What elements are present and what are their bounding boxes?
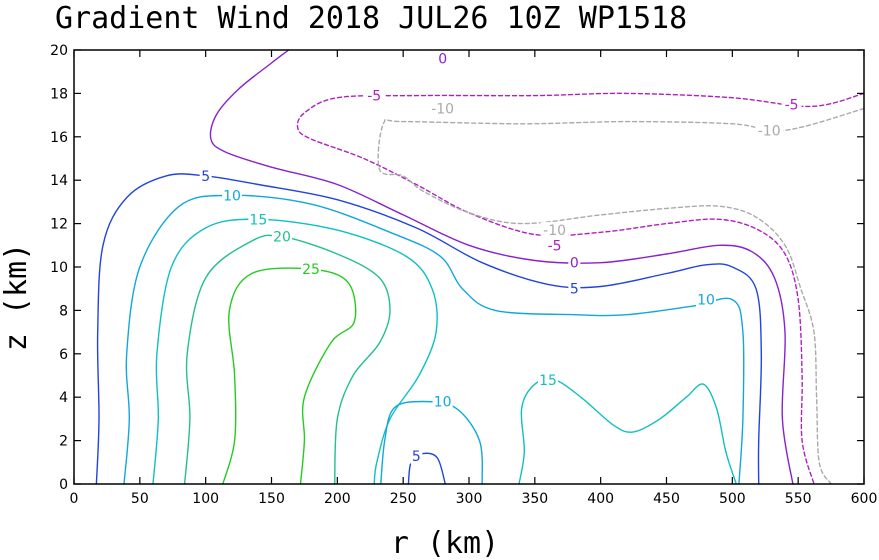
x-tick-label: 600 — [851, 491, 878, 507]
y-tick-label: 0 — [59, 477, 68, 493]
contour-line-25 — [222, 267, 357, 485]
y-tick-label: 10 — [50, 260, 68, 276]
x-axis-ticks: 0 50 100 150 200 250 300 350 400 450 500 550 600 — [70, 50, 878, 507]
y-tick-label: 12 — [50, 217, 68, 233]
contour-line-10 — [123, 194, 745, 485]
contour-line-15 — [152, 218, 438, 485]
contour-label-extra-2: -10 — [543, 223, 566, 239]
chart-title: Gradient Wind 2018 JUL26 10Z WP1518 — [55, 1, 687, 36]
y-tick-label: 14 — [50, 173, 68, 189]
x-tick-label: 200 — [324, 491, 351, 507]
contour-label-extra-3: -5 — [548, 238, 562, 254]
x-tick-label: 500 — [719, 491, 746, 507]
x-tick-label: 350 — [521, 491, 548, 507]
y-tick-label: 16 — [50, 130, 68, 146]
contour-label-5: 5 — [201, 169, 210, 185]
contour-label-extra-5-bg — [568, 280, 581, 297]
contour-label-15-bg — [248, 211, 269, 228]
contour-label-10-bg — [222, 187, 242, 204]
x-axis-title: r (km) — [391, 526, 499, 560]
contour-label-0: 0 — [438, 52, 447, 68]
plot-frame — [73, 49, 865, 485]
contour-label-10-bg — [432, 393, 453, 410]
contour-label-20: 20 — [273, 230, 291, 246]
contour-line--5 — [296, 92, 865, 485]
contour-line--10 — [377, 107, 865, 485]
contour-label-20-bg — [272, 228, 293, 245]
contour-label-10: 10 — [434, 395, 452, 411]
contour-label--10: -10 — [431, 102, 454, 118]
contour-label-extra-6: 10 — [697, 293, 715, 309]
contour-label-5-bg — [410, 447, 423, 464]
contour-label-extra-2-bg — [540, 222, 569, 239]
contour-label-extra-0-bg — [781, 96, 802, 113]
x-tick-label: 50 — [131, 491, 149, 507]
y-axis-title: z (km) — [0, 243, 34, 351]
contour-line-5 — [95, 173, 763, 485]
contour-label-extra-6-bg — [696, 291, 716, 308]
y-tick-label: 8 — [59, 303, 68, 319]
x-tick-label: 550 — [785, 491, 812, 507]
contour-label-extra-4-bg — [568, 254, 581, 271]
x-tick-label: 300 — [456, 491, 483, 507]
y-tick-label: 20 — [50, 43, 68, 59]
contour-label--10-bg — [428, 100, 457, 117]
x-tick-label: 250 — [390, 491, 417, 507]
contour-label-extra-1-bg — [755, 122, 784, 139]
y-tick-label: 6 — [59, 347, 68, 363]
y-axis-ticks: 0 2 4 6 8 10 12 14 16 18 20 — [50, 43, 864, 493]
y-tick-label: 4 — [59, 390, 68, 406]
contour-label-extra-5: 5 — [570, 282, 579, 298]
contour-label-extra-4: 0 — [570, 256, 579, 272]
x-tick-label: 0 — [70, 491, 79, 507]
contour-line-5 — [407, 452, 446, 485]
contour-label-5: 5 — [412, 449, 421, 465]
x-tick-label: 400 — [587, 491, 614, 507]
contour-line-0 — [209, 49, 794, 485]
contour-label-0-bg — [436, 50, 449, 67]
contour-label-extra-0: -5 — [785, 97, 799, 113]
contour-label-15: 15 — [249, 212, 267, 228]
contour-label-15: 15 — [539, 373, 557, 389]
contour-line-15 — [518, 378, 737, 485]
contour-line-20 — [183, 234, 391, 485]
contour-label-25-bg — [301, 261, 321, 278]
contour-label-25: 25 — [302, 262, 320, 278]
contour-label-extra-3-bg — [544, 237, 565, 254]
contour-lines-group — [95, 49, 865, 485]
x-tick-label: 150 — [258, 491, 285, 507]
y-tick-label: 18 — [50, 86, 68, 102]
contour-label--5-bg — [364, 87, 385, 104]
contour-line-10 — [380, 400, 484, 485]
contour-label-5-bg — [199, 167, 212, 184]
x-tick-label: 450 — [653, 491, 680, 507]
x-tick-label: 100 — [192, 491, 219, 507]
contour-label--5: -5 — [367, 89, 381, 105]
contour-label-15-bg — [538, 371, 558, 388]
y-tick-label: 2 — [59, 434, 68, 450]
contour-label-extra-1: -10 — [758, 123, 781, 139]
contour-label-10: 10 — [223, 188, 241, 204]
